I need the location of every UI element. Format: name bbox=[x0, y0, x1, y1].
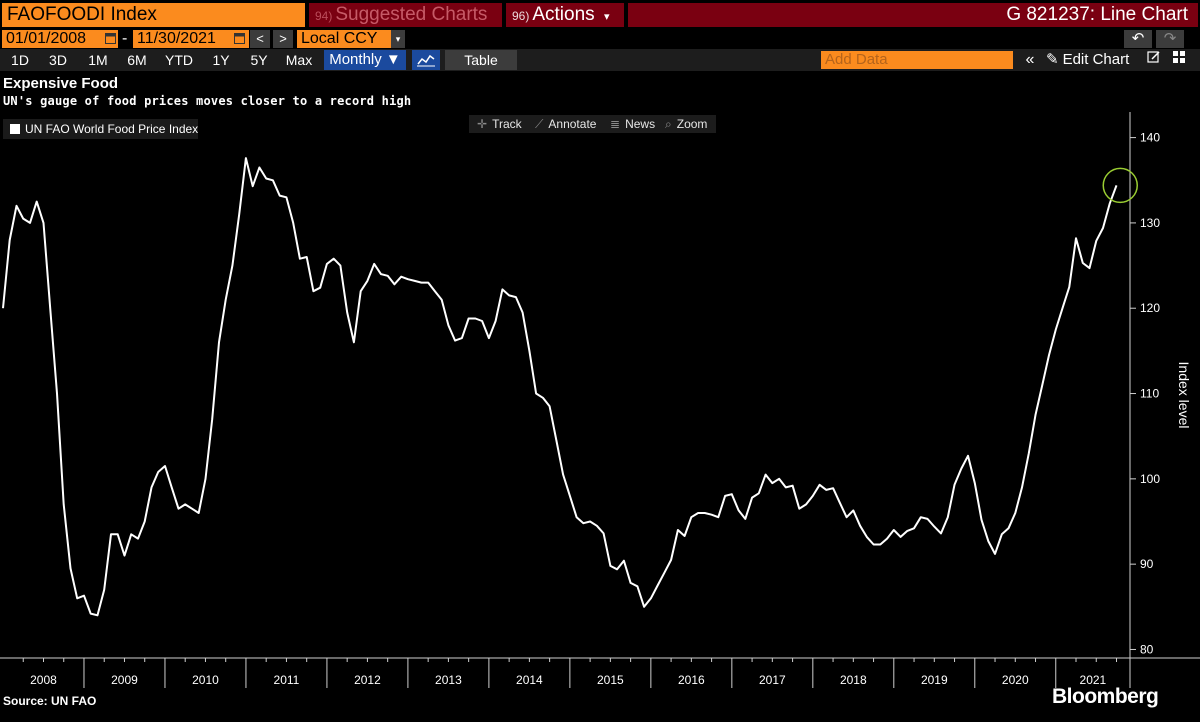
y-axis-title: Index level bbox=[1176, 362, 1192, 429]
legend[interactable]: UN FAO World Food Price Index bbox=[3, 119, 198, 139]
chart-subtitle: UN's gauge of food prices moves closer t… bbox=[3, 94, 412, 108]
suggested-charts-number: 94) bbox=[315, 9, 333, 23]
x-tick-label: 2017 bbox=[759, 673, 786, 687]
x-tick-label: 2011 bbox=[274, 673, 300, 687]
x-tick-label: 2020 bbox=[1002, 673, 1029, 687]
x-tick-label: 2016 bbox=[678, 673, 705, 687]
track-label: Track bbox=[492, 117, 522, 131]
range-6m-button[interactable]: 6M bbox=[127, 52, 147, 68]
annotate-tool[interactable]: ⟋ Annotate bbox=[535, 115, 596, 133]
end-date-value: 11/30/2021 bbox=[137, 30, 216, 47]
range-ytd-button[interactable]: YTD bbox=[165, 52, 193, 68]
x-tick-label: 2018 bbox=[840, 673, 867, 687]
currency-value: Local CCY bbox=[301, 30, 378, 47]
date-separator: - bbox=[122, 30, 128, 47]
crosshair-icon: ✛ bbox=[477, 117, 488, 131]
zoom-label: Zoom bbox=[676, 117, 708, 131]
annotate-icon: ⟋ bbox=[535, 117, 544, 131]
title-bar: FAOFOODI Index 94) Suggested Charts 96) Ac… bbox=[0, 0, 1200, 30]
x-tick-label: 2021 bbox=[1080, 673, 1107, 687]
y-tick-label: 100 bbox=[1140, 472, 1160, 486]
track-tool[interactable]: ✛ Track bbox=[477, 115, 522, 133]
news-tool[interactable]: ≣ News bbox=[610, 115, 655, 133]
x-tick-label: 2013 bbox=[435, 673, 462, 687]
ticker-field[interactable]: FAOFOODI Index bbox=[2, 3, 305, 27]
actions-number: 96) bbox=[512, 9, 530, 23]
prev-period-button[interactable]: < bbox=[250, 30, 270, 48]
chart-window-title: G 821237: Line Chart bbox=[628, 3, 1198, 27]
range-5y-button[interactable]: 5Y bbox=[250, 52, 268, 68]
edit-chart-button[interactable]: ✎ Edit Chart bbox=[1046, 49, 1129, 71]
highlight-circle bbox=[1102, 167, 1139, 204]
x-tick-label: 2008 bbox=[30, 673, 57, 687]
x-tick-label: 2019 bbox=[921, 673, 948, 687]
legend-swatch bbox=[10, 124, 20, 134]
y-tick-label: 80 bbox=[1140, 642, 1154, 656]
actions-menu-button[interactable]: 96) Actions ▾ bbox=[506, 3, 624, 27]
suggested-charts-button[interactable]: 94) Suggested Charts bbox=[309, 3, 502, 27]
chart-settings-icon[interactable] bbox=[1145, 49, 1163, 71]
end-date-input[interactable]: 11/30/2021 bbox=[133, 30, 249, 48]
range-1y-button[interactable]: 1Y bbox=[212, 52, 230, 68]
annotate-label: Annotate bbox=[548, 117, 597, 131]
start-date-value: 01/01/2008 bbox=[6, 30, 87, 47]
frequency-select[interactable]: Monthly ▼ bbox=[324, 50, 406, 70]
x-tick-label: 2010 bbox=[192, 673, 219, 687]
y-tick-label: 120 bbox=[1140, 301, 1160, 315]
add-data-input[interactable]: Add Data bbox=[821, 51, 1013, 69]
grid-icon[interactable] bbox=[1170, 49, 1188, 71]
chart-title: Expensive Food bbox=[3, 75, 119, 92]
currency-dropdown-icon[interactable]: ▾ bbox=[391, 30, 405, 48]
actions-dropdown-icon: ▾ bbox=[603, 11, 610, 23]
x-tick-label: 2015 bbox=[597, 673, 624, 687]
start-date-input[interactable]: 01/01/2008 bbox=[2, 30, 118, 48]
suggested-charts-label: Suggested Charts bbox=[335, 4, 488, 25]
date-range-bar: 01/01/2008 - 11/30/2021 < > Local CCY ▾ … bbox=[0, 29, 1200, 49]
magnifier-icon: ⌕ bbox=[665, 117, 672, 131]
y-tick-label: 90 bbox=[1140, 557, 1154, 571]
pencil-icon: ✎ bbox=[1046, 51, 1059, 68]
range-1d-button[interactable]: 1D bbox=[11, 52, 29, 68]
x-tick-label: 2014 bbox=[516, 673, 543, 687]
x-tick-label: 2009 bbox=[111, 673, 138, 687]
range-1m-button[interactable]: 1M bbox=[88, 52, 108, 68]
source-note: Source: UN FAO bbox=[3, 694, 97, 708]
start-calendar-icon[interactable] bbox=[104, 32, 116, 46]
actions-label: Actions bbox=[532, 4, 595, 25]
range-3d-button[interactable]: 3D bbox=[49, 52, 67, 68]
next-period-button[interactable]: > bbox=[273, 30, 293, 48]
range-max-button[interactable]: Max bbox=[285, 52, 313, 68]
chart-toolbar: 1D 3D 1M 6M YTD 1Y 5Y Max Monthly ▼ Tabl… bbox=[0, 49, 1200, 71]
y-tick-label: 110 bbox=[1140, 387, 1159, 401]
line-chart-icon[interactable] bbox=[412, 50, 440, 70]
undo-button[interactable]: ↶ bbox=[1124, 30, 1152, 48]
series-line bbox=[2, 157, 1118, 617]
redo-button[interactable]: ↷ bbox=[1156, 30, 1184, 48]
news-icon: ≣ bbox=[610, 117, 621, 131]
bloomberg-logo: Bloomberg bbox=[1052, 685, 1159, 708]
edit-chart-label: Edit Chart bbox=[1062, 51, 1130, 68]
news-label: News bbox=[625, 117, 656, 131]
y-tick-label: 140 bbox=[1140, 131, 1160, 145]
end-calendar-icon[interactable] bbox=[233, 32, 245, 46]
y-tick-label: 130 bbox=[1140, 216, 1160, 230]
collapse-icon[interactable]: « bbox=[1025, 51, 1035, 68]
x-tick-label: 2012 bbox=[354, 673, 381, 687]
legend-label: UN FAO World Food Price Index bbox=[25, 122, 199, 136]
table-view-button[interactable]: Table bbox=[445, 50, 517, 70]
zoom-tool[interactable]: ⌕ Zoom bbox=[665, 115, 707, 133]
currency-select[interactable]: Local CCY bbox=[297, 30, 405, 48]
chart-tools-bar: ✛ Track ⟋ Annotate ≣ News ⌕ Zoom bbox=[469, 115, 716, 133]
